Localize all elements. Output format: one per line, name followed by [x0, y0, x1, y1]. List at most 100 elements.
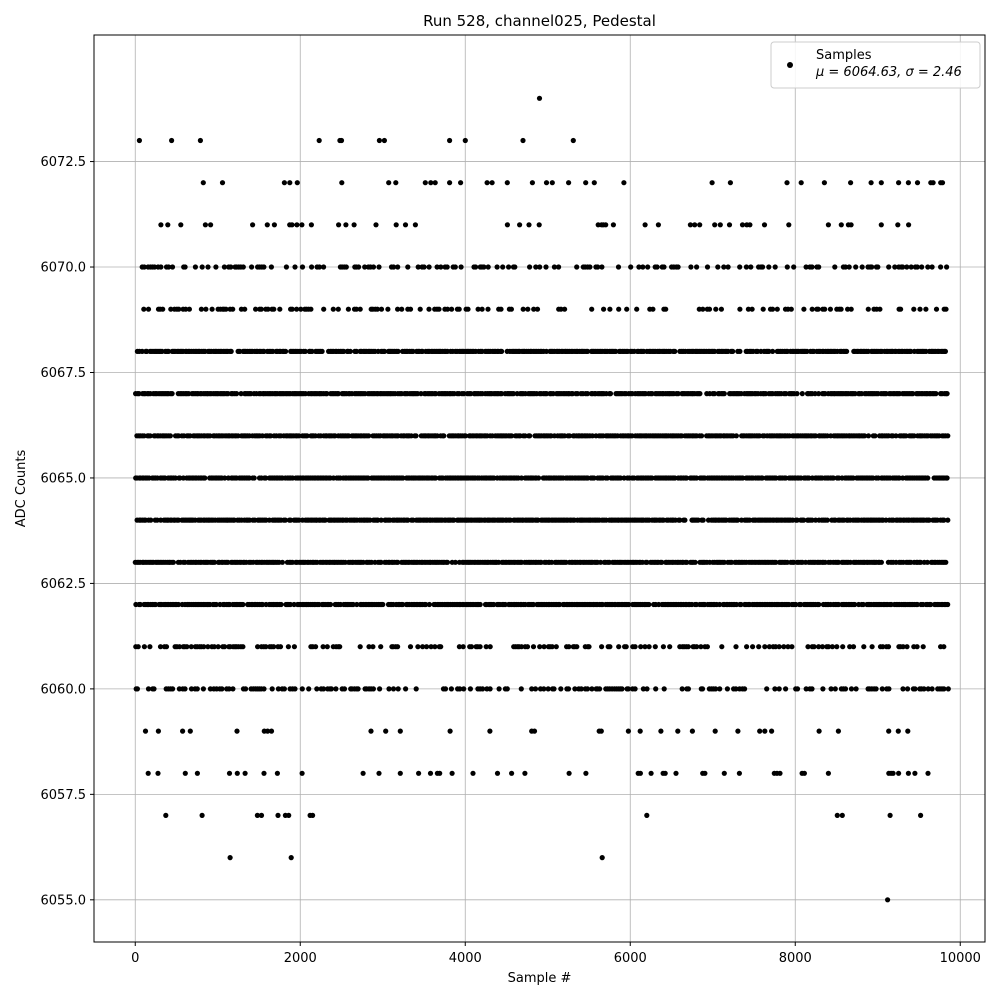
data-point — [397, 770, 403, 776]
data-point — [400, 475, 406, 481]
data-point — [850, 644, 857, 650]
data-point — [223, 306, 229, 312]
data-point — [923, 306, 929, 312]
data-point — [226, 686, 232, 692]
data-point — [319, 348, 325, 354]
data-point — [227, 855, 233, 861]
data-point — [380, 601, 386, 608]
data-point — [395, 306, 401, 312]
data-point — [574, 264, 580, 270]
data-point — [316, 137, 322, 144]
data-point — [452, 559, 458, 565]
data-point — [760, 264, 766, 270]
data-point — [675, 264, 681, 270]
data-point — [518, 644, 525, 650]
data-point — [147, 433, 153, 439]
data-point — [529, 686, 535, 692]
data-point — [599, 855, 605, 861]
data-point — [370, 264, 377, 270]
data-point — [268, 264, 274, 270]
data-point — [648, 770, 654, 776]
data-point — [549, 180, 555, 186]
data-point — [607, 644, 613, 650]
data-point — [198, 306, 204, 312]
data-point — [820, 686, 826, 692]
data-point — [437, 770, 443, 776]
data-point — [885, 897, 891, 903]
data-point — [677, 517, 683, 523]
data-point — [345, 306, 351, 312]
data-point — [357, 644, 363, 650]
data-point — [438, 264, 444, 270]
data-point — [628, 264, 634, 270]
data-point — [416, 770, 422, 776]
data-point — [324, 644, 330, 650]
data-point — [347, 348, 353, 354]
data-point — [292, 686, 298, 692]
data-point — [489, 180, 495, 186]
data-point — [848, 686, 855, 692]
data-point — [287, 601, 293, 608]
data-point — [649, 475, 655, 481]
data-point — [801, 517, 807, 523]
data-point — [717, 222, 723, 228]
data-point — [735, 517, 741, 523]
data-point — [155, 728, 161, 734]
data-point — [859, 264, 865, 270]
data-point — [784, 264, 790, 270]
data-point — [872, 433, 878, 439]
data-point — [941, 517, 947, 523]
data-point — [447, 180, 453, 186]
data-point — [279, 559, 285, 565]
data-point — [251, 475, 257, 481]
data-point — [743, 264, 750, 270]
data-point — [286, 812, 292, 819]
data-point — [904, 264, 910, 270]
data-point — [693, 475, 700, 481]
data-point — [925, 686, 931, 692]
data-point — [878, 559, 885, 565]
data-point — [640, 686, 647, 692]
legend-series-stats: μ = 6064.63, σ = 2.46 — [815, 65, 962, 80]
data-point — [209, 306, 215, 312]
data-point — [759, 475, 765, 481]
data-point — [667, 644, 673, 650]
data-point — [277, 644, 284, 650]
data-point — [766, 348, 772, 354]
data-point — [376, 137, 382, 144]
data-point — [201, 644, 207, 650]
data-point — [773, 559, 779, 565]
data-point — [433, 475, 439, 481]
data-point — [322, 517, 328, 523]
data-point — [914, 180, 921, 186]
data-point — [828, 686, 834, 692]
data-point — [905, 770, 912, 776]
data-point — [525, 306, 531, 312]
data-point — [499, 348, 505, 354]
data-point — [650, 306, 656, 312]
data-point — [265, 306, 271, 312]
data-point — [353, 306, 359, 312]
data-point — [321, 264, 327, 270]
data-point — [145, 770, 151, 776]
data-point — [271, 306, 277, 312]
data-point — [194, 686, 200, 692]
data-point — [773, 644, 779, 650]
data-point — [735, 728, 741, 734]
data-point — [413, 686, 419, 692]
data-points — [132, 95, 951, 903]
data-point — [737, 306, 743, 312]
data-point — [420, 644, 426, 650]
data-point — [537, 644, 543, 650]
data-point — [520, 137, 526, 144]
data-point — [167, 433, 173, 439]
data-point — [377, 686, 383, 692]
data-point — [760, 306, 766, 312]
data-point — [607, 391, 614, 397]
data-point — [905, 686, 911, 692]
legend: Samples μ = 6064.63, σ = 2.46 — [770, 41, 981, 89]
data-point — [896, 180, 902, 186]
data-point — [518, 686, 524, 692]
data-point — [400, 601, 406, 608]
data-point — [487, 644, 493, 650]
